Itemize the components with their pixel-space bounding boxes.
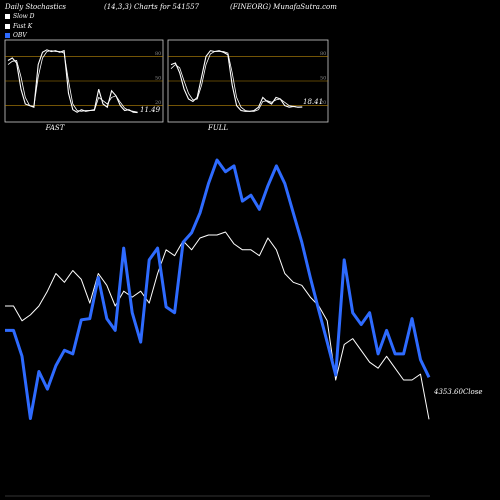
close-value-label: 4353.60Close (433, 388, 483, 396)
full-panel-label: FULL (207, 124, 228, 132)
fast-panel: 20 50 80 (4, 39, 164, 123)
fast-tick-50: 50 (155, 76, 161, 82)
full-tick-80: 80 (320, 51, 326, 57)
chart-params-label: (14,3,3) Charts for 541557 (104, 3, 200, 11)
legend: Slow D Fast K OBV (5, 12, 35, 41)
legend-item-fast-k: Fast K (5, 22, 35, 32)
full-line-2 (170, 51, 303, 112)
legend-swatch-obv (5, 33, 10, 39)
legend-swatch-fast-k (5, 23, 10, 29)
legend-item-obv: OBV (5, 31, 35, 41)
fast-last-value: 11.49 (140, 106, 161, 114)
full-tick-50: 50 (320, 76, 326, 82)
legend-label-obv: OBV (13, 32, 27, 39)
obv-close-chart (5, 158, 431, 497)
fast-tick-20: 20 (155, 100, 161, 106)
legend-label-fast-k: Fast K (13, 22, 33, 30)
legend-label-slow-d: Slow D (13, 13, 35, 20)
fast-line-2 (7, 50, 138, 113)
full-tick-20: 20 (320, 100, 326, 106)
full-last-value: 18.41 (303, 98, 323, 106)
chart-type-label: Daily Stochastics (5, 3, 67, 11)
close-line (5, 231, 430, 420)
obv-line (5, 158, 431, 420)
legend-item-slow-d: Slow D (5, 12, 35, 22)
fast-tick-80: 80 (155, 51, 161, 57)
full-panel: 20 50 80 (167, 39, 329, 123)
legend-swatch-slow-d (5, 14, 10, 20)
site-label: (FINEORG) MunafaSutra.com (230, 3, 337, 11)
fast-panel-label: FAST (45, 124, 66, 132)
